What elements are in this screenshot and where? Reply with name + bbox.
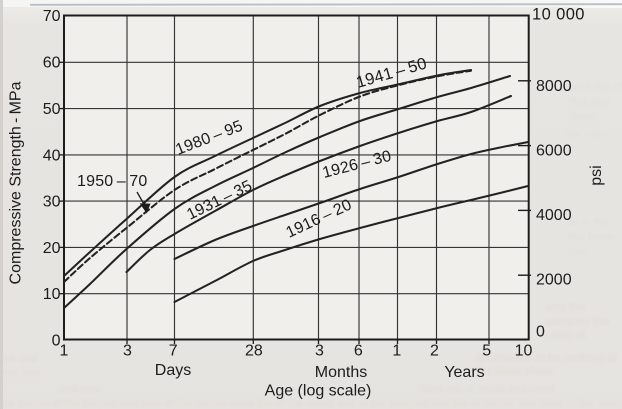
svg-text:3: 3 [315, 343, 324, 360]
svg-text:7: 7 [169, 343, 178, 360]
svg-text:10: 10 [43, 286, 61, 303]
svg-text:6000: 6000 [536, 143, 572, 160]
svg-text:20: 20 [43, 240, 61, 257]
svg-text:30: 30 [43, 194, 61, 211]
svg-text:60: 60 [43, 54, 61, 71]
svg-text:6: 6 [354, 343, 363, 360]
svg-text:3: 3 [123, 343, 132, 360]
svg-text:1: 1 [60, 343, 69, 360]
svg-text:50: 50 [43, 101, 61, 118]
svg-text:1950 – 70: 1950 – 70 [77, 173, 148, 190]
svg-text:Compressive Strength - MPa: Compressive Strength - MPa [8, 81, 25, 284]
svg-text:40: 40 [43, 147, 61, 164]
svg-text:1: 1 [392, 343, 401, 360]
svg-text:Age (log scale): Age (log scale) [265, 383, 372, 400]
svg-text:8000: 8000 [536, 78, 572, 95]
svg-text:Days: Days [155, 362, 191, 379]
svg-text:10: 10 [515, 343, 533, 360]
svg-text:psi: psi [588, 165, 605, 185]
svg-text:0: 0 [52, 333, 61, 350]
svg-text:5: 5 [482, 343, 491, 360]
svg-text:0: 0 [536, 324, 545, 341]
svg-text:Months: Months [315, 364, 367, 381]
svg-text:2000: 2000 [536, 272, 572, 289]
svg-text:2: 2 [430, 343, 439, 360]
svg-text:4000: 4000 [536, 207, 572, 224]
svg-text:Years: Years [444, 364, 484, 381]
svg-text:70: 70 [43, 8, 61, 25]
svg-text:28: 28 [245, 343, 263, 360]
svg-text:10 000: 10 000 [532, 6, 585, 24]
